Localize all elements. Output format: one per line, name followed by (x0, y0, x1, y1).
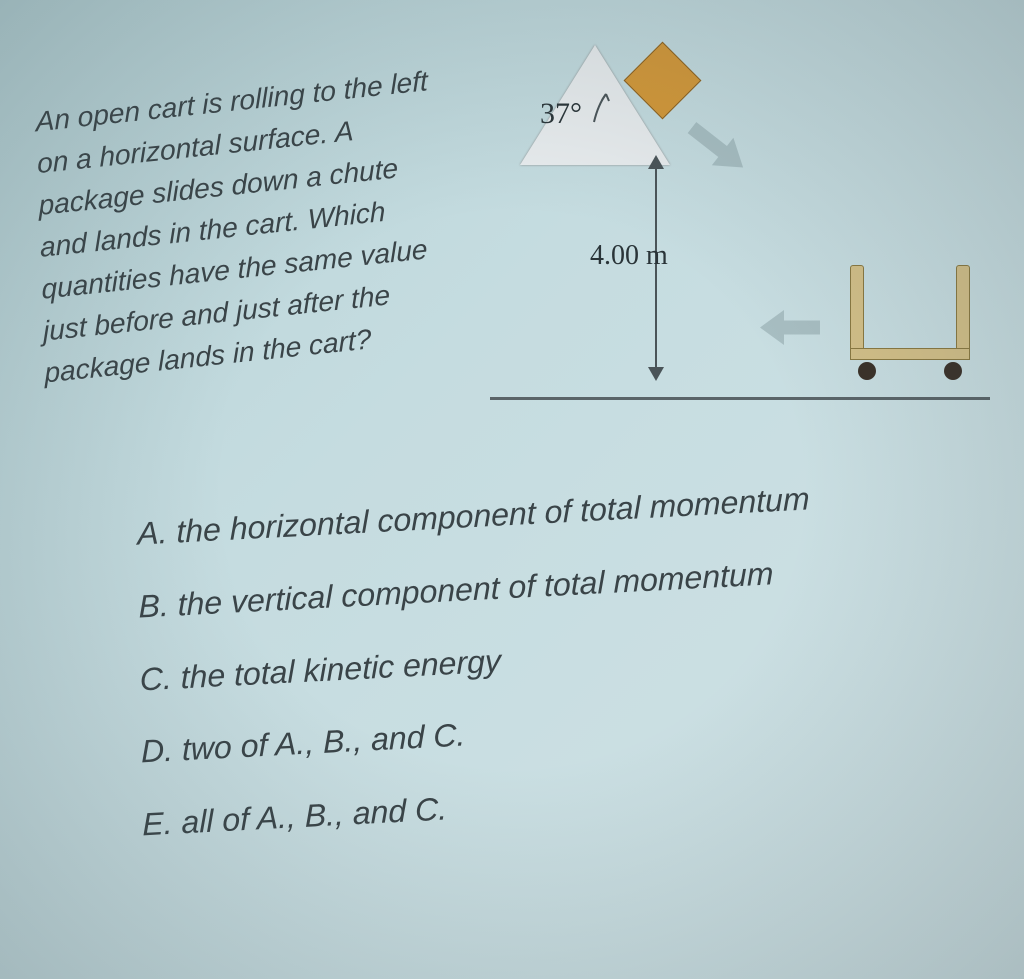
choice-a: A. the horizontal component of total mom… (137, 469, 958, 557)
question-text: An open cart is rolling to the left on a… (35, 59, 445, 394)
physics-diagram: 37° 4.00 m (490, 35, 990, 425)
cart-wall-left (850, 265, 864, 360)
choice-e-text: all of A., B., and C. (181, 791, 447, 841)
choice-d-letter: D (141, 733, 165, 770)
choice-c-letter: C (139, 660, 163, 697)
choice-c-text: the total kinetic energy (180, 642, 501, 695)
cart-wheel-right (944, 362, 962, 380)
cart (850, 265, 970, 380)
cart-wheel-left (858, 362, 876, 380)
choice-a-letter: A (137, 514, 159, 551)
angle-label: 37° (540, 97, 582, 131)
choice-d-text: two of A., B., and C. (182, 717, 466, 768)
cart-motion-arrow-icon (760, 310, 820, 345)
height-label: 4.00 m (590, 240, 668, 272)
choice-b-letter: B (138, 587, 160, 624)
choice-b-text: the vertical component of total momentum (177, 555, 773, 622)
cart-floor (850, 348, 970, 360)
choice-b: B. the vertical component of total momen… (138, 541, 959, 629)
answer-choices: A. the horizontal component of total mom… (137, 469, 963, 876)
choice-c: C. the total kinetic energy (139, 614, 960, 702)
choice-e-letter: E (142, 805, 164, 842)
height-arrow-bottom-icon (648, 367, 664, 381)
choice-e: E. all of A., B., and C. (142, 760, 963, 848)
choice-a-text: the horizontal component of total moment… (176, 480, 810, 549)
choice-d: D. two of A., B., and C. (141, 687, 962, 775)
cart-wall-right (956, 265, 970, 360)
angle-arc-icon (590, 90, 610, 125)
package-motion-arrow-icon (681, 114, 754, 182)
ground-line (490, 397, 990, 400)
